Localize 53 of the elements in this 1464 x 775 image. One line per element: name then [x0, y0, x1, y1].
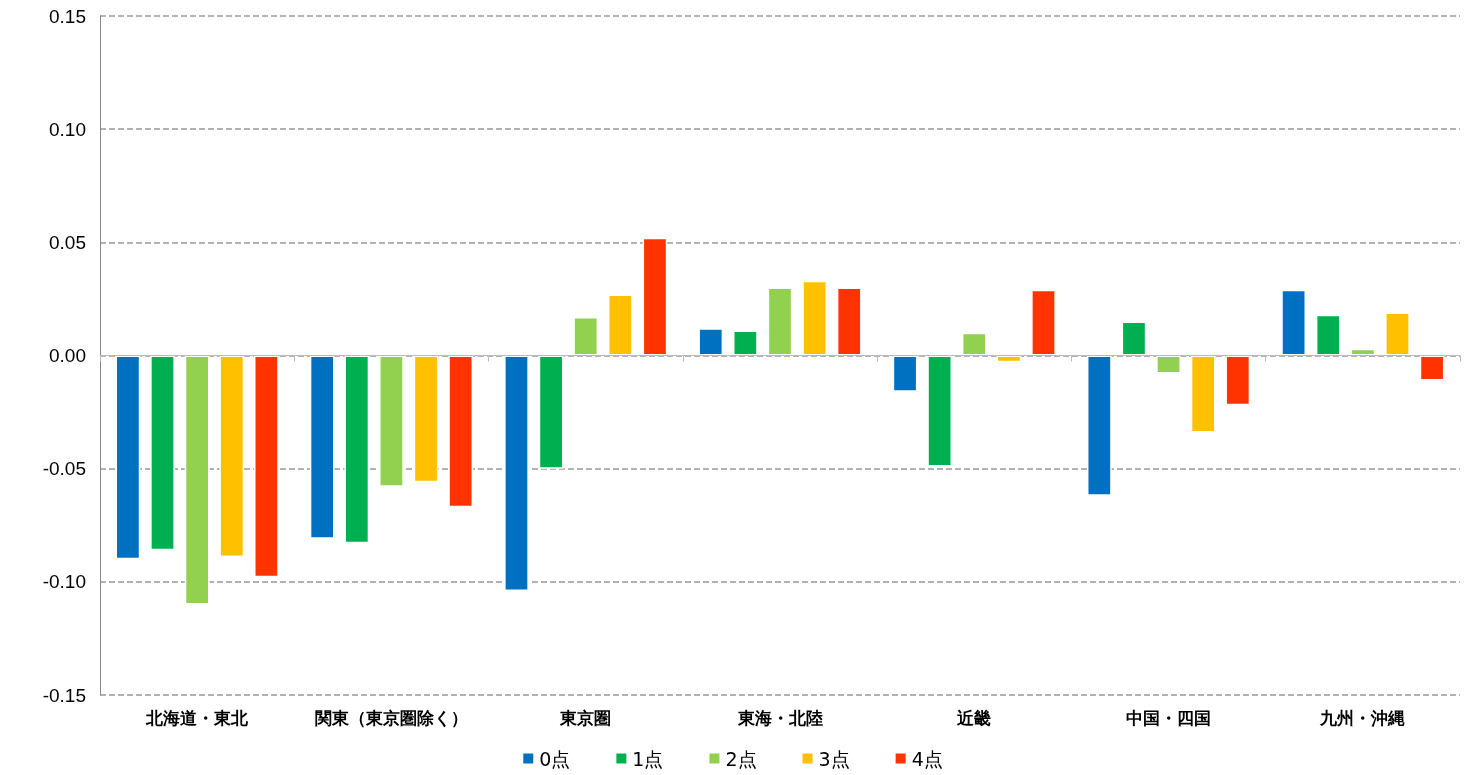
- y-tick-label: 0.10: [49, 118, 86, 140]
- bar: [344, 355, 370, 544]
- legend-label: 1点: [632, 747, 664, 770]
- bar: [538, 355, 564, 469]
- y-tick-label: 0.00: [49, 345, 86, 366]
- bar: [150, 355, 175, 551]
- bar: [1190, 355, 1216, 433]
- bar: [448, 355, 474, 508]
- legend-label: 2点: [725, 747, 757, 770]
- legend-label: 0点: [539, 747, 571, 770]
- bar: [1086, 355, 1112, 496]
- bar: [1350, 348, 1376, 356]
- x-tick-label: 北海道・東北: [145, 707, 250, 728]
- y-tick-label: -0.10: [42, 571, 86, 593]
- bar: [219, 355, 245, 557]
- bar: [115, 355, 141, 560]
- bar: [573, 317, 599, 356]
- y-tick-label: -0.15: [42, 684, 86, 706]
- y-tick-label: 0.15: [49, 5, 86, 27]
- bar: [607, 294, 633, 356]
- y-tick-label: -0.05: [42, 458, 86, 480]
- bar: [1385, 312, 1410, 356]
- bar: [379, 355, 404, 487]
- legend-label: 3点: [818, 747, 850, 770]
- bar: [1121, 321, 1147, 356]
- legend-label: 4点: [911, 747, 943, 770]
- x-tick-label: 近畿: [956, 707, 992, 728]
- bar: [1315, 314, 1341, 356]
- bar: [802, 280, 827, 356]
- bar: [733, 330, 758, 356]
- bar: [184, 355, 210, 605]
- bar: [892, 355, 918, 392]
- bar: [504, 355, 529, 591]
- bar: [1031, 289, 1056, 356]
- bar: [309, 355, 335, 539]
- x-tick-label: 東京圏: [559, 707, 612, 728]
- bar: [767, 287, 793, 356]
- bar: [961, 332, 987, 356]
- x-tick-label: 東海・北陸: [736, 707, 823, 728]
- bar: [1281, 289, 1306, 356]
- bar: [254, 355, 279, 578]
- x-tick-label: 九州・沖縄: [1319, 707, 1406, 728]
- bar: [836, 287, 862, 356]
- x-tick-label: 関東（東京圏除く）: [314, 707, 468, 728]
- bar: [413, 355, 439, 483]
- bar: [642, 237, 668, 356]
- bar: [927, 355, 953, 467]
- bar: [1156, 355, 1181, 374]
- bar: [698, 328, 724, 356]
- y-tick-label: 0.05: [49, 231, 86, 253]
- x-tick-label: 中国・四国: [1126, 707, 1212, 728]
- bar: [1225, 355, 1251, 406]
- bar: [1419, 355, 1445, 381]
